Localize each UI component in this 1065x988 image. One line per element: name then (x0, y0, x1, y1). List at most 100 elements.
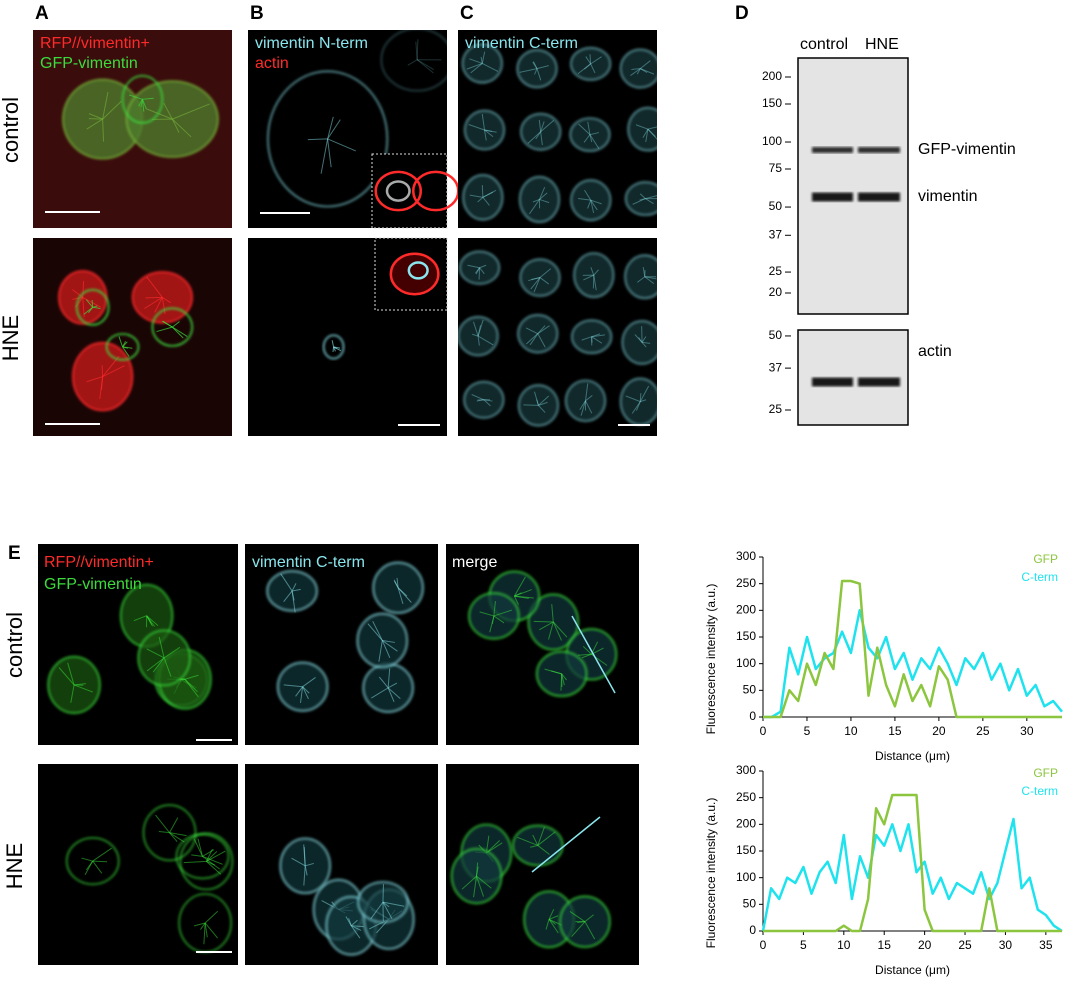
filament (122, 346, 130, 357)
filament (540, 121, 545, 132)
filament (303, 847, 306, 866)
filament (163, 657, 172, 677)
cell (559, 895, 611, 948)
filament (630, 68, 641, 76)
band (858, 377, 900, 387)
filament (73, 684, 93, 693)
filament (530, 844, 538, 848)
filament (537, 333, 546, 348)
filament (333, 346, 341, 349)
filament (302, 677, 316, 688)
filament (551, 604, 554, 623)
filament (536, 68, 542, 81)
filament (577, 63, 591, 74)
filament (172, 103, 210, 120)
filament (577, 921, 585, 924)
filament (482, 62, 499, 72)
filament (469, 58, 483, 64)
filament (206, 860, 216, 866)
filament (350, 925, 361, 939)
filament (590, 199, 598, 211)
band (812, 192, 853, 202)
filament (585, 56, 592, 65)
label: 30 (1020, 724, 1034, 738)
filament (640, 399, 647, 403)
filament (397, 587, 408, 597)
filament (382, 639, 395, 643)
cell (151, 307, 194, 347)
filament (647, 126, 657, 130)
filament (138, 99, 143, 107)
cell (276, 661, 329, 712)
filament (193, 838, 203, 857)
filament (571, 921, 586, 937)
filament (641, 342, 647, 348)
filament (587, 200, 592, 209)
label: 30 (999, 938, 1013, 952)
filament (206, 850, 218, 862)
label: 150 (762, 96, 782, 110)
filament (532, 834, 539, 846)
filament (493, 601, 496, 616)
filament (540, 131, 543, 146)
filament (513, 576, 526, 597)
label: 150 (736, 843, 756, 857)
filament (634, 334, 643, 343)
filament (537, 845, 550, 855)
label: HNE (865, 36, 899, 53)
filament (581, 336, 592, 341)
filament (348, 918, 352, 926)
cell (627, 106, 657, 152)
filament (644, 276, 657, 280)
filament (169, 832, 185, 843)
filament (92, 306, 101, 309)
cell (279, 837, 332, 895)
label: 10 (837, 938, 851, 952)
filament (536, 65, 549, 70)
label: 0 (749, 709, 756, 723)
filament (378, 640, 383, 662)
filament (378, 676, 389, 689)
label: Distance (μm) (875, 963, 950, 977)
cell (357, 880, 409, 924)
filament (200, 922, 206, 930)
label: 25 (958, 938, 972, 952)
filament (631, 401, 641, 414)
filament (545, 919, 550, 930)
cell (573, 252, 615, 299)
filament (158, 830, 170, 834)
filament (584, 914, 594, 923)
micrograph (245, 544, 438, 745)
label: 200 (762, 69, 782, 83)
filament (539, 268, 552, 278)
filament (514, 592, 522, 597)
label: GFP-vimentin (40, 55, 138, 72)
filament (416, 39, 419, 60)
label: HNE (0, 315, 23, 361)
filament (590, 199, 602, 205)
label: 250 (736, 576, 756, 590)
filament (476, 875, 492, 889)
filament (644, 276, 655, 285)
label: merge (452, 554, 497, 571)
cell (511, 824, 564, 867)
filament (146, 108, 173, 120)
filament (479, 264, 487, 269)
filament (533, 277, 541, 293)
filament (122, 346, 133, 349)
label: 200 (736, 817, 756, 831)
filament (102, 91, 109, 120)
filament (489, 615, 495, 633)
filament (477, 336, 480, 346)
filament (461, 875, 477, 890)
cell (267, 70, 389, 208)
filament (632, 198, 646, 205)
label: 37 (769, 227, 783, 241)
filament (491, 615, 495, 625)
profile-line (531, 816, 601, 873)
filament (476, 862, 479, 877)
filament (481, 51, 486, 64)
filament (86, 118, 103, 130)
filament (640, 68, 648, 74)
filament (639, 60, 651, 69)
